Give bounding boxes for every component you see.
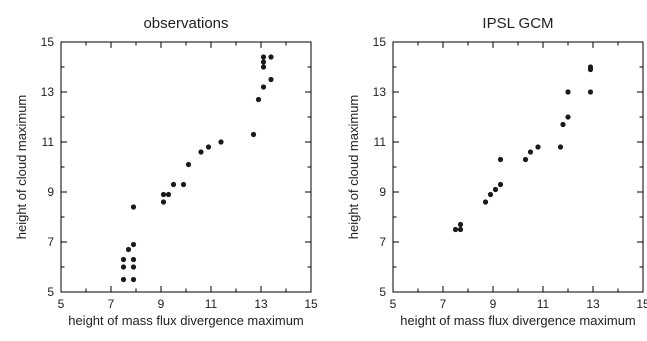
- y-tick-label: 5: [47, 285, 54, 299]
- y-tick-label: 13: [41, 85, 55, 99]
- x-tick-label: 7: [108, 297, 115, 311]
- x-tick-label: 7: [440, 297, 447, 311]
- data-point: [251, 132, 256, 137]
- y-tick-label: 9: [47, 185, 54, 199]
- y-tick-label: 7: [47, 235, 54, 249]
- data-point: [121, 277, 126, 282]
- data-point: [528, 149, 533, 154]
- data-point: [161, 192, 166, 197]
- data-point: [131, 264, 136, 269]
- data-point: [161, 199, 166, 204]
- chart-title: observations: [143, 15, 228, 32]
- data-point: [493, 187, 498, 192]
- x-tick-label: 5: [390, 297, 397, 311]
- y-tick-label: 7: [379, 235, 386, 249]
- x-tick-label: 13: [586, 297, 600, 311]
- data-point: [453, 227, 458, 232]
- x-tick-label: 11: [205, 297, 218, 311]
- data-point: [565, 89, 570, 94]
- data-point: [198, 149, 203, 154]
- data-point: [218, 139, 223, 144]
- x-tick-label: 5: [58, 297, 65, 311]
- y-tick-label: 15: [41, 35, 55, 49]
- data-point: [498, 157, 503, 162]
- data-point: [261, 54, 266, 59]
- chart-title: IPSL GCM: [482, 15, 553, 32]
- y-axis-label: height of cloud maximum: [346, 95, 361, 240]
- data-point: [560, 122, 565, 127]
- data-point: [488, 192, 493, 197]
- data-point: [166, 192, 171, 197]
- data-point: [131, 204, 136, 209]
- data-point: [498, 182, 503, 187]
- y-axis-label: height of cloud maximum: [14, 95, 29, 240]
- data-point: [588, 89, 593, 94]
- y-tick-label: 15: [373, 35, 387, 49]
- data-point: [565, 114, 570, 119]
- data-point: [131, 257, 136, 262]
- x-tick-label: 9: [490, 297, 497, 311]
- x-axis-label: height of mass flux divergence maximum: [400, 313, 636, 328]
- data-point: [261, 84, 266, 89]
- data-point: [483, 199, 488, 204]
- data-point: [126, 247, 131, 252]
- x-tick-label: 15: [304, 297, 318, 311]
- data-point: [558, 144, 563, 149]
- data-point: [186, 162, 191, 167]
- x-tick-label: 13: [254, 297, 268, 311]
- plot-frame: [393, 42, 643, 292]
- data-point: [181, 182, 186, 187]
- data-point: [206, 144, 211, 149]
- y-tick-label: 13: [373, 85, 387, 99]
- data-point: [171, 182, 176, 187]
- data-point: [131, 277, 136, 282]
- data-point: [458, 222, 463, 227]
- y-tick-label: 11: [42, 135, 55, 149]
- x-axis-label: height of mass flux divergence maximum: [68, 313, 304, 328]
- y-tick-label: 11: [374, 135, 387, 149]
- data-point: [261, 59, 266, 64]
- x-tick-label: 11: [537, 297, 550, 311]
- data-point: [535, 144, 540, 149]
- data-point: [121, 264, 126, 269]
- data-point: [588, 64, 593, 69]
- data-point: [523, 157, 528, 162]
- x-tick-label: 15: [636, 297, 647, 311]
- y-tick-label: 5: [379, 285, 386, 299]
- data-point: [121, 257, 126, 262]
- y-tick-label: 9: [379, 185, 386, 199]
- data-point: [131, 242, 136, 247]
- data-point: [268, 77, 273, 82]
- data-point: [261, 64, 266, 69]
- data-point: [268, 54, 273, 59]
- data-point: [458, 227, 463, 232]
- x-tick-label: 9: [158, 297, 165, 311]
- data-point: [256, 97, 261, 102]
